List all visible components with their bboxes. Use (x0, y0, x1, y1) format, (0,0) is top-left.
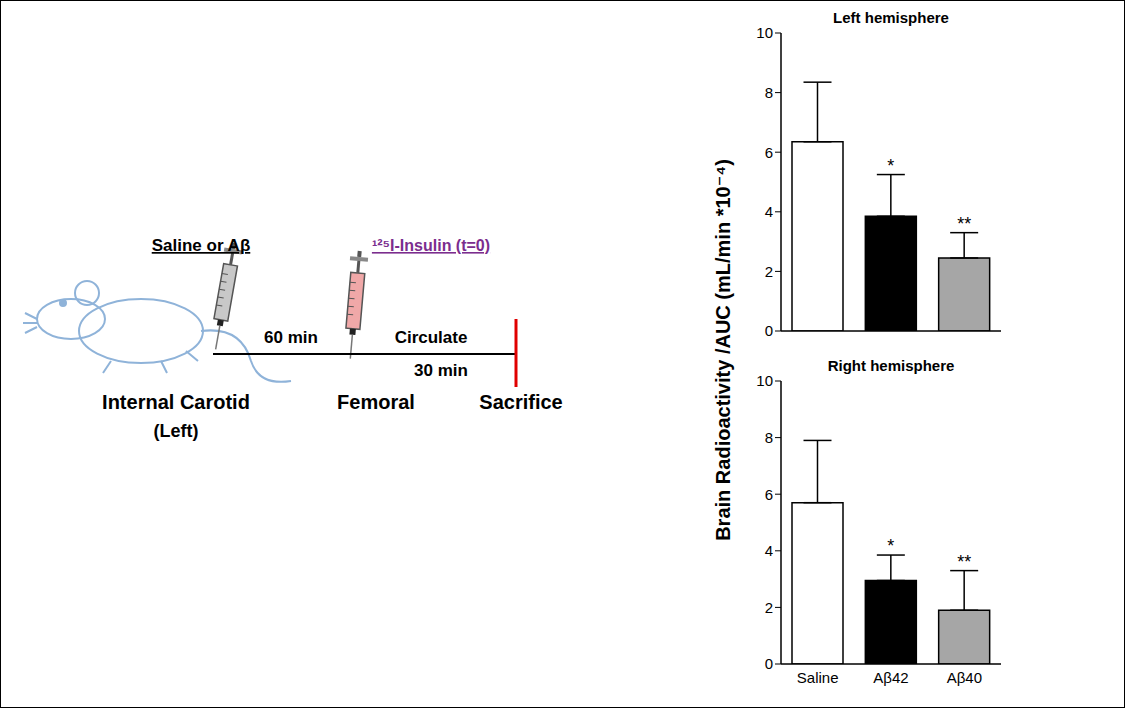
svg-text:8: 8 (765, 429, 773, 446)
svg-text:4: 4 (765, 542, 773, 559)
svg-text:6: 6 (765, 144, 773, 161)
html-text:Right hemisphere: Right hemisphere (827, 357, 955, 374)
svg-text:10: 10 (756, 372, 773, 389)
svg-text:4: 4 (765, 203, 773, 220)
svg-text:6: 6 (765, 486, 773, 503)
svg-text:Circulate: Circulate (395, 328, 468, 347)
svg-text:*: * (887, 156, 894, 176)
svg-text:0: 0 (765, 655, 773, 672)
svg-text:Sacrifice: Sacrifice (479, 391, 562, 413)
svg-text:¹²⁵I-Insulin (t=0): ¹²⁵I-Insulin (t=0) (372, 237, 490, 254)
svg-text:60 min: 60 min (264, 328, 318, 347)
svg-text:Saline or Aβ: Saline or Aβ (152, 236, 251, 255)
svg-text:**: ** (957, 552, 971, 572)
svg-text:Aβ40: Aβ40 (947, 669, 982, 686)
svg-text:Femoral: Femoral (337, 391, 415, 413)
svg-text:*: * (887, 536, 894, 556)
html-text:Brain Radioactivity /AUC (mL/m: Brain Radioactivity /AUC (mL/min *10⁻⁴) (712, 159, 734, 541)
svg-text:**: ** (957, 214, 971, 234)
svg-text:(Left): (Left) (154, 421, 199, 441)
svg-text:8: 8 (765, 84, 773, 101)
svg-text:Aβ42: Aβ42 (873, 669, 908, 686)
svg-text:2: 2 (765, 263, 773, 280)
svg-text:Saline: Saline (797, 669, 839, 686)
html-text:Left hemisphere: Left hemisphere (833, 9, 949, 26)
svg-text:0: 0 (765, 322, 773, 339)
svg-text:10: 10 (756, 24, 773, 41)
svg-text:30 min: 30 min (414, 361, 468, 380)
svg-text:2: 2 (765, 599, 773, 616)
svg-text:Internal Carotid: Internal Carotid (102, 391, 250, 413)
